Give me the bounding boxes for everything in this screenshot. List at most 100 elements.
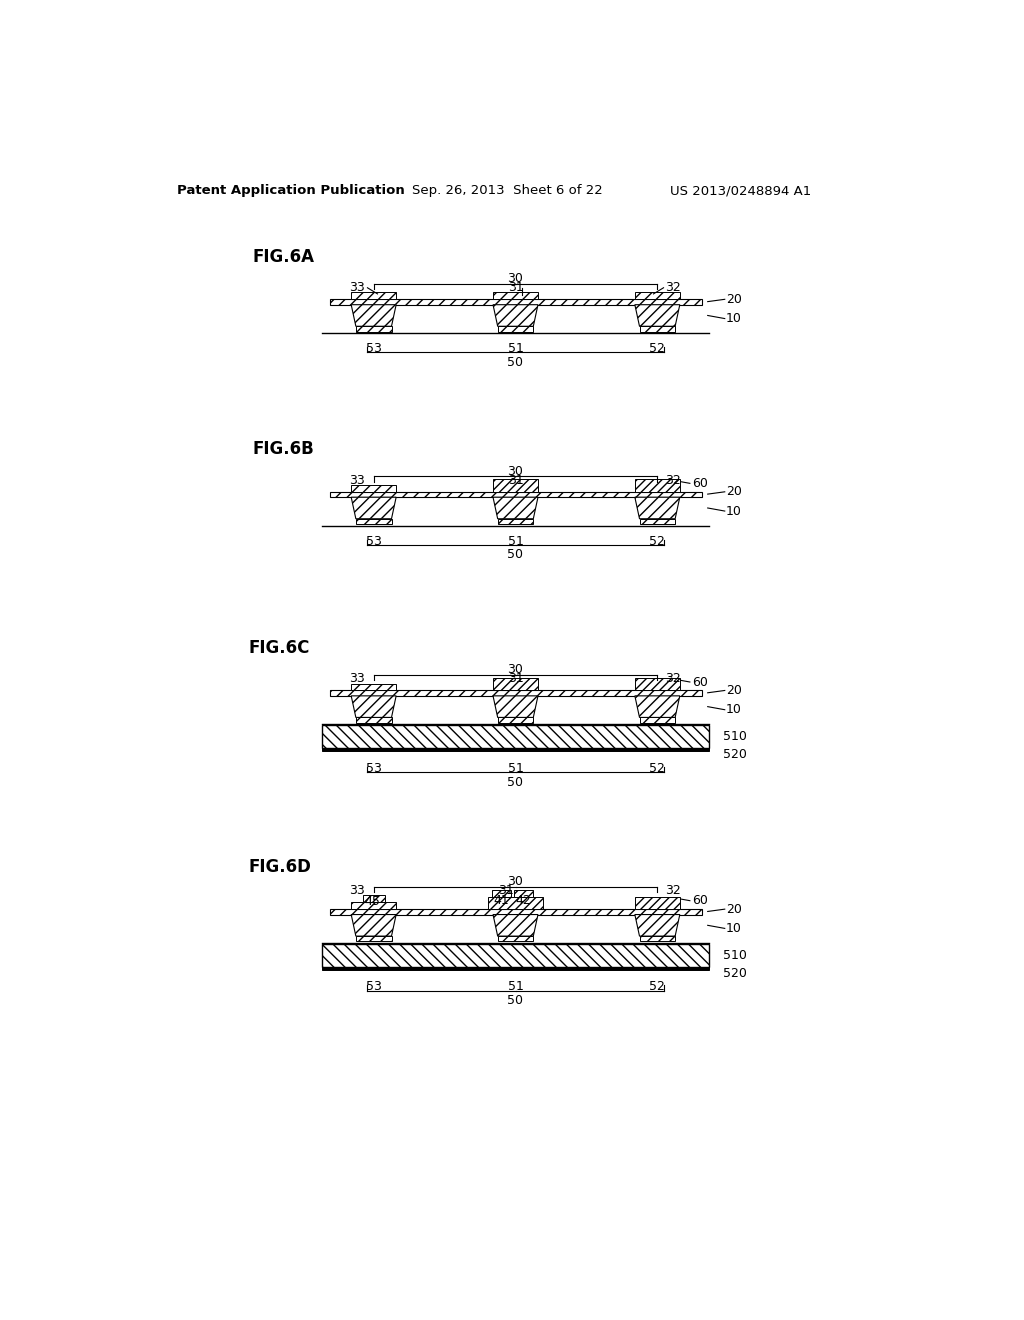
Text: 32: 32	[665, 884, 681, 898]
Text: 10: 10	[726, 312, 742, 325]
Bar	[351, 293, 396, 300]
Text: 31: 31	[508, 281, 523, 294]
Text: 33: 33	[349, 281, 365, 294]
Bar	[493, 479, 538, 492]
Text: 52: 52	[649, 342, 666, 355]
Bar	[330, 492, 701, 498]
Text: 51: 51	[508, 981, 523, 994]
Polygon shape	[493, 915, 538, 936]
Bar	[356, 326, 391, 331]
Text: 32: 32	[665, 672, 681, 685]
Text: 42: 42	[515, 894, 531, 907]
Bar	[322, 725, 710, 748]
Bar	[493, 890, 511, 896]
Bar	[351, 903, 396, 909]
Bar	[640, 326, 675, 331]
Text: 510: 510	[723, 730, 748, 743]
Bar	[351, 484, 396, 492]
Bar	[635, 896, 680, 909]
Text: Sep. 26, 2013  Sheet 6 of 22: Sep. 26, 2013 Sheet 6 of 22	[413, 185, 603, 197]
Text: 51: 51	[508, 342, 523, 355]
Text: 53: 53	[366, 762, 382, 775]
Text: 510: 510	[723, 949, 748, 962]
Polygon shape	[351, 696, 396, 718]
Text: 52: 52	[649, 535, 666, 548]
Bar	[635, 678, 680, 690]
Text: 41: 41	[494, 894, 509, 907]
Text: 52: 52	[649, 762, 666, 775]
Bar	[322, 748, 710, 751]
Polygon shape	[351, 915, 396, 936]
Bar	[356, 936, 391, 941]
Polygon shape	[493, 696, 538, 718]
Text: 45: 45	[365, 895, 380, 908]
Text: Patent Application Publication: Patent Application Publication	[177, 185, 404, 197]
Text: 60: 60	[692, 676, 708, 689]
Bar	[640, 936, 675, 941]
Text: US 2013/0248894 A1: US 2013/0248894 A1	[670, 185, 811, 197]
Polygon shape	[351, 498, 396, 519]
Text: 30: 30	[508, 272, 523, 285]
Bar	[362, 895, 385, 903]
Text: 10: 10	[726, 921, 742, 935]
Bar	[330, 300, 701, 305]
Text: 33: 33	[349, 672, 365, 685]
Bar	[330, 690, 701, 696]
Polygon shape	[351, 305, 396, 326]
Text: 32: 32	[665, 281, 681, 294]
Text: 30: 30	[508, 663, 523, 676]
Bar	[356, 519, 391, 524]
Bar	[356, 718, 391, 723]
Text: 53: 53	[366, 981, 382, 994]
Bar	[487, 896, 544, 909]
Bar	[322, 966, 710, 970]
Bar	[493, 678, 538, 690]
Text: 10: 10	[726, 504, 742, 517]
Bar	[498, 718, 534, 723]
Bar	[635, 293, 680, 300]
Polygon shape	[635, 498, 680, 519]
Text: 20: 20	[726, 684, 742, 697]
Text: 31: 31	[508, 474, 523, 487]
Bar	[330, 909, 701, 915]
Text: 520: 520	[723, 966, 748, 979]
Text: 30: 30	[508, 465, 523, 478]
Bar	[635, 479, 680, 492]
Bar	[640, 519, 675, 524]
Text: 60: 60	[692, 477, 708, 490]
Polygon shape	[635, 915, 680, 936]
Polygon shape	[493, 305, 538, 326]
Bar	[498, 326, 534, 331]
Text: 50: 50	[508, 548, 523, 561]
Text: 33: 33	[349, 474, 365, 487]
Text: FIG.6B: FIG.6B	[252, 441, 313, 458]
Bar	[640, 718, 675, 723]
Bar	[498, 936, 534, 941]
Text: 52: 52	[649, 981, 666, 994]
Polygon shape	[635, 305, 680, 326]
Text: 50: 50	[508, 776, 523, 788]
Text: FIG.6A: FIG.6A	[252, 248, 314, 265]
Bar	[493, 293, 538, 300]
Text: 20: 20	[726, 293, 742, 306]
Text: 31: 31	[508, 672, 523, 685]
Text: 20: 20	[726, 903, 742, 916]
Text: 60: 60	[692, 894, 708, 907]
Text: FIG.6D: FIG.6D	[248, 858, 311, 875]
Text: 30: 30	[508, 875, 523, 888]
Text: 50: 50	[508, 994, 523, 1007]
Text: 51: 51	[508, 762, 523, 775]
Text: 53: 53	[366, 535, 382, 548]
Text: 51: 51	[508, 535, 523, 548]
Text: FIG.6C: FIG.6C	[248, 639, 309, 657]
Text: 32: 32	[665, 474, 681, 487]
Text: 31: 31	[499, 884, 514, 898]
Polygon shape	[635, 696, 680, 718]
Bar	[514, 890, 532, 896]
Text: 33: 33	[349, 884, 365, 898]
Text: 10: 10	[726, 704, 742, 717]
Text: 53: 53	[366, 342, 382, 355]
Text: 520: 520	[723, 748, 748, 760]
Bar	[351, 684, 396, 690]
Text: 50: 50	[508, 356, 523, 370]
